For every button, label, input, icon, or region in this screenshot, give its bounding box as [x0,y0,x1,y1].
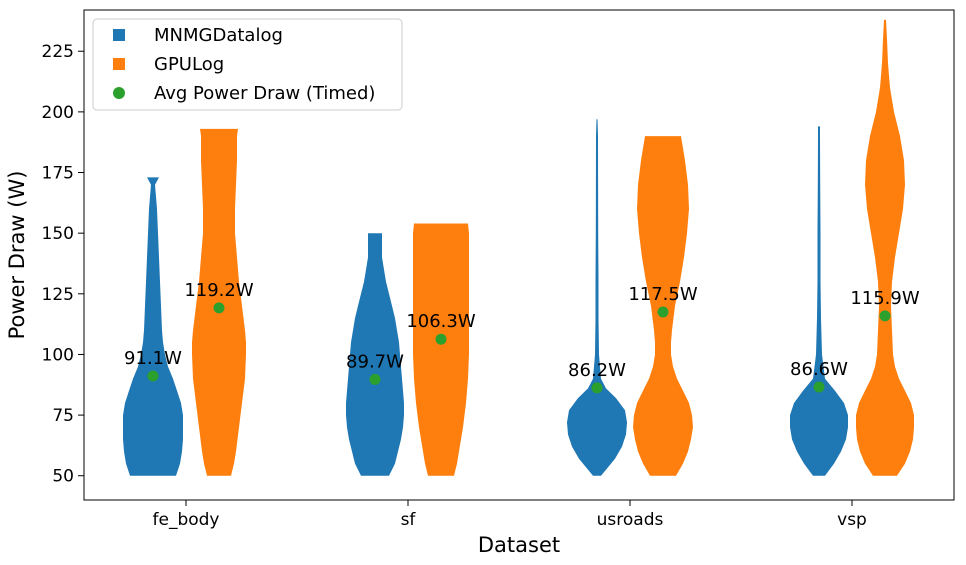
x-tick-label: sf [401,510,417,530]
violin-gpulog-usroads [633,136,693,476]
y-tick-label: 175 [42,164,74,184]
avg-point-mnmgdatalog-usroads [591,382,603,394]
legend-marker-1 [113,58,125,70]
x-axis: fe_body sf usroads vsp [153,500,867,530]
avg-point-gpulog-fe_body [213,302,225,314]
y-tick-label: 100 [42,345,74,365]
violin-mnmgdatalog-sf [346,233,404,476]
legend-label-2: Avg Power Draw (Timed) [154,83,375,104]
y-axis-title: Power Draw (W) [5,171,29,340]
violin-mnmgdatalog-usroads [567,119,627,476]
avg-point-gpulog-sf [435,333,447,345]
legend-frame [92,18,403,111]
legend-marker-0 [113,29,125,41]
y-tick-label: 125 [42,285,74,305]
avg-label-gpulog-vsp: 115.9W [850,288,920,309]
avg-label-mnmgdatalog-usroads: 86.2W [568,360,626,381]
legend-marker-2 [113,87,125,99]
violins-layer [123,19,914,476]
x-tick-label: fe_body [153,510,220,530]
avg-point-gpulog-usroads [657,306,669,318]
y-tick-label: 200 [42,103,74,123]
avg-point-mnmgdatalog-fe_body [147,370,159,382]
x-tick-label: vsp [837,510,867,530]
violin-gpulog-sf [413,223,469,476]
x-tick-label: usroads [597,510,664,530]
avg-label-gpulog-usroads: 117.5W [628,284,698,305]
y-tick-label: 75 [52,406,74,426]
legend-label-1: GPULog [154,54,224,75]
x-axis-title: Dataset [478,533,560,557]
avg-label-mnmgdatalog-sf: 89.7W [346,351,404,372]
avg-label-gpulog-sf: 106.3W [406,311,476,332]
avg-label-mnmgdatalog-fe_body: 91.1W [124,348,182,369]
violin-gpulog-vsp [856,19,914,476]
legend-label-0: MNMGDatalog [154,25,283,46]
avg-point-mnmgdatalog-sf [369,373,381,385]
avg-label-gpulog-fe_body: 119.2W [184,280,254,301]
y-tick-label: 50 [52,467,74,487]
legend: MNMGDatalog GPULog Avg Power Draw (Timed) [92,18,403,111]
avg-point-gpulog-vsp [879,310,891,322]
y-tick-label: 225 [42,42,74,62]
violin-mnmgdatalog-fe_body [123,177,183,476]
violin-gpulog-fe_body [192,128,246,476]
violin-mnmgdatalog-vsp [790,126,848,476]
y-axis: 50 75 100 125 150 175 200 225 [42,42,84,487]
y-tick-label: 150 [42,224,74,244]
avg-point-mnmgdatalog-vsp [813,381,825,393]
avg-label-mnmgdatalog-vsp: 86.6W [790,359,848,380]
